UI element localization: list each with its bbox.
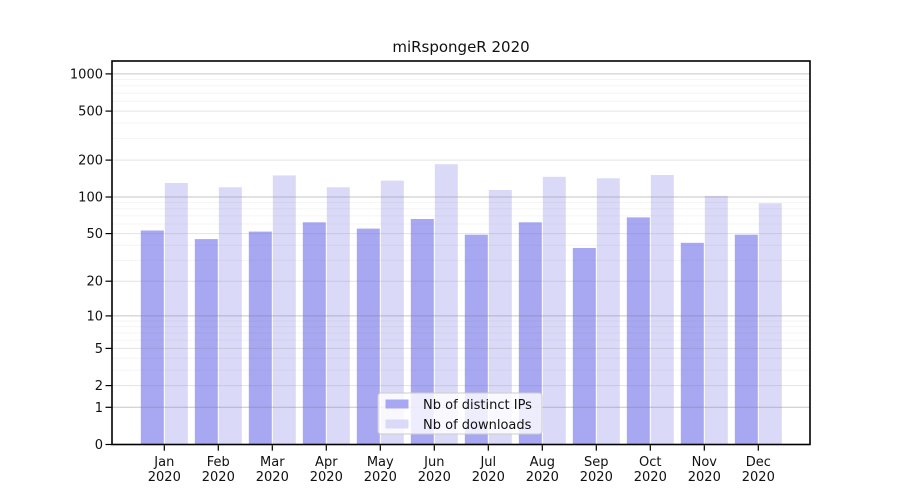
- bar-mar-s1: [272, 175, 296, 445]
- y-axis: 0 1 2 5 10 20 50 100 200 500 1000: [70, 67, 112, 453]
- x-tick-label-year: 2020: [148, 470, 181, 485]
- bar-feb-s1: [218, 187, 242, 445]
- x-tick-label-month: Aug: [530, 455, 555, 470]
- bar-jan-s1: [164, 183, 188, 445]
- bar-feb-s0: [194, 239, 218, 445]
- bar-may-s1: [380, 180, 404, 445]
- bar-nov-s1: [704, 195, 728, 445]
- bar-jul-s0: [464, 234, 488, 445]
- x-tick-label-year: 2020: [310, 470, 343, 485]
- bar-oct-s1: [650, 175, 674, 445]
- x-tick-label-month: Sep: [584, 455, 609, 470]
- bar-apr-s1: [326, 187, 350, 445]
- legend-swatch-distinct-ips: [385, 399, 409, 409]
- x-tick-label-month: Dec: [746, 455, 771, 470]
- y-tick-label: 20: [86, 275, 103, 290]
- x-tick-label-month: May: [367, 455, 394, 470]
- x-tick-label-month: Oct: [639, 455, 661, 470]
- chart-title: miRspongeR 2020: [392, 38, 529, 56]
- y-tick-label: 200: [78, 154, 103, 169]
- bar-nov-s0: [680, 242, 704, 445]
- legend-swatch-downloads: [385, 419, 409, 429]
- x-tick-label-month: Mar: [260, 455, 285, 470]
- bar-dec-s1: [758, 203, 782, 445]
- y-tick-label: 100: [78, 191, 103, 206]
- x-axis: Jan2020Feb2020Mar2020Apr2020May2020Jun20…: [148, 445, 775, 485]
- x-tick-label-year: 2020: [418, 470, 451, 485]
- bar-may-s0: [356, 228, 380, 445]
- x-tick-label-month: Jan: [153, 455, 174, 470]
- legend: Nb of distinct IPs Nb of downloads: [377, 392, 543, 435]
- x-tick-label-year: 2020: [202, 470, 235, 485]
- x-tick-label-month: Feb: [207, 455, 230, 470]
- legend-label-distinct-ips: Nb of distinct IPs: [423, 398, 532, 413]
- y-tick-label: 1: [95, 401, 103, 416]
- y-tick-label: 50: [86, 227, 103, 242]
- bar-sep-s0: [572, 248, 596, 445]
- x-tick-label-year: 2020: [256, 470, 289, 485]
- bar-dec-s0: [734, 234, 758, 445]
- x-tick-label-year: 2020: [742, 470, 775, 485]
- gridlines: [112, 73, 810, 408]
- x-tick-label-year: 2020: [688, 470, 721, 485]
- y-tick-label: 5: [95, 342, 103, 357]
- bar-jun-s1: [434, 164, 458, 445]
- x-tick-label-month: Nov: [692, 455, 718, 470]
- x-tick-label-year: 2020: [634, 470, 667, 485]
- bar-jun-s0: [410, 219, 434, 445]
- x-tick-label-year: 2020: [526, 470, 559, 485]
- bar-aug-s1: [542, 176, 566, 445]
- bar-sep-s1: [596, 178, 620, 445]
- plot-border: [111, 60, 811, 446]
- bar-aug-s0: [518, 222, 542, 445]
- x-tick-label-month: Apr: [315, 455, 338, 470]
- x-tick-label-month: Jun: [423, 455, 444, 470]
- x-tick-label-year: 2020: [580, 470, 613, 485]
- x-tick-label-month: Jul: [479, 455, 496, 470]
- bar-oct-s0: [626, 217, 650, 445]
- x-tick-label-year: 2020: [472, 470, 505, 485]
- y-tick-label: 500: [78, 105, 103, 120]
- y-tick-label: 2: [95, 379, 103, 394]
- y-tick-label: 0: [95, 438, 103, 453]
- y-tick-label: 10: [86, 309, 103, 324]
- bar-jan-s0: [140, 230, 164, 445]
- y-tick-label: 1000: [70, 67, 103, 82]
- bar-jul-s1: [488, 190, 512, 445]
- bars-layer: [140, 164, 782, 445]
- x-tick-label-year: 2020: [364, 470, 397, 485]
- bar-mar-s0: [248, 231, 272, 445]
- legend-label-downloads: Nb of downloads: [423, 418, 532, 433]
- bar-apr-s0: [302, 222, 326, 445]
- legend-box: [377, 392, 543, 435]
